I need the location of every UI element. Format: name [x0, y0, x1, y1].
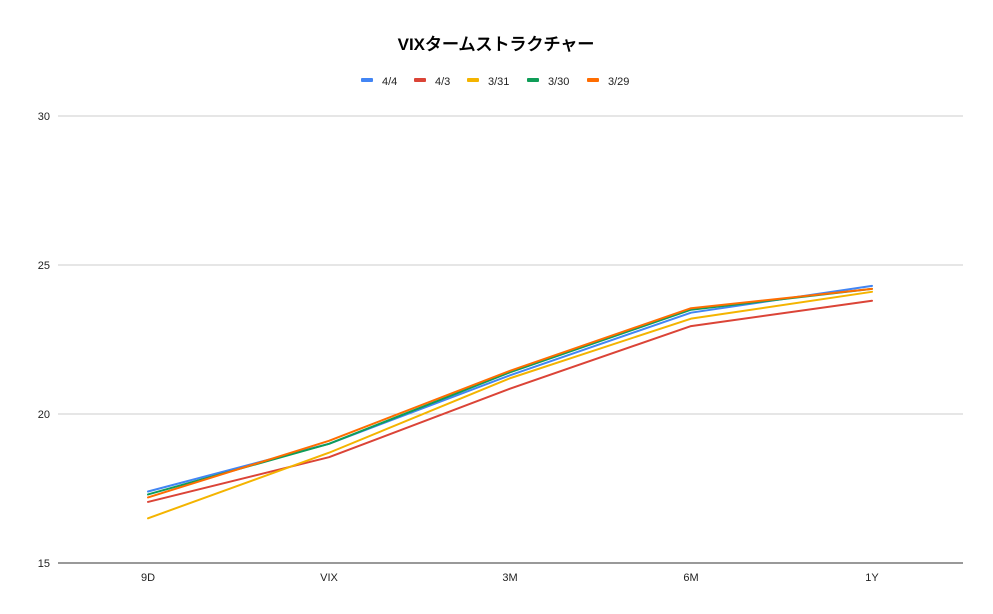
legend-item-3-31[interactable]: 3/31 — [467, 76, 509, 88]
y-tick-label-15: 15 — [38, 558, 50, 570]
series-lines — [147, 284, 873, 520]
x-tick-label-6m: 6M — [683, 572, 698, 584]
legend-label: 4/4 — [382, 76, 397, 88]
legend-swatch — [414, 78, 426, 82]
legend-label: 4/3 — [435, 76, 450, 88]
x-tick-label-9d: 9D — [141, 572, 155, 584]
y-tick-label-20: 20 — [38, 409, 50, 421]
legend-swatch — [361, 78, 373, 82]
y-axis-ticks: 15 20 25 30 — [38, 111, 50, 570]
legend-swatch — [587, 78, 599, 82]
legend-item-3-30[interactable]: 3/30 — [527, 76, 569, 88]
legend-item-4-4[interactable]: 4/4 — [361, 76, 397, 88]
legend-item-3-29[interactable]: 3/29 — [587, 76, 629, 88]
legend-swatch — [467, 78, 479, 82]
legend-label: 3/31 — [488, 76, 509, 88]
legend-swatch — [527, 78, 539, 82]
x-tick-label-vix: VIX — [320, 572, 338, 584]
legend-label: 3/30 — [548, 76, 569, 88]
chart-title: VIXタームストラクチャー — [398, 35, 595, 54]
y-tick-label-30: 30 — [38, 111, 50, 123]
series-line-3-31 — [147, 290, 873, 520]
x-tick-label-1y: 1Y — [865, 572, 879, 584]
legend: 4/4 4/3 3/31 3/30 3/29 — [361, 76, 629, 88]
x-tick-label-3m: 3M — [502, 572, 517, 584]
series-line-4-3 — [147, 299, 873, 503]
y-tick-label-25: 25 — [38, 260, 50, 272]
series-line-3-29 — [147, 287, 873, 499]
x-axis-ticks: 9D VIX 3M 6M 1Y — [141, 572, 879, 584]
y-gridlines — [58, 115, 963, 564]
legend-item-4-3[interactable]: 4/3 — [414, 76, 450, 88]
legend-label: 3/29 — [608, 76, 629, 88]
